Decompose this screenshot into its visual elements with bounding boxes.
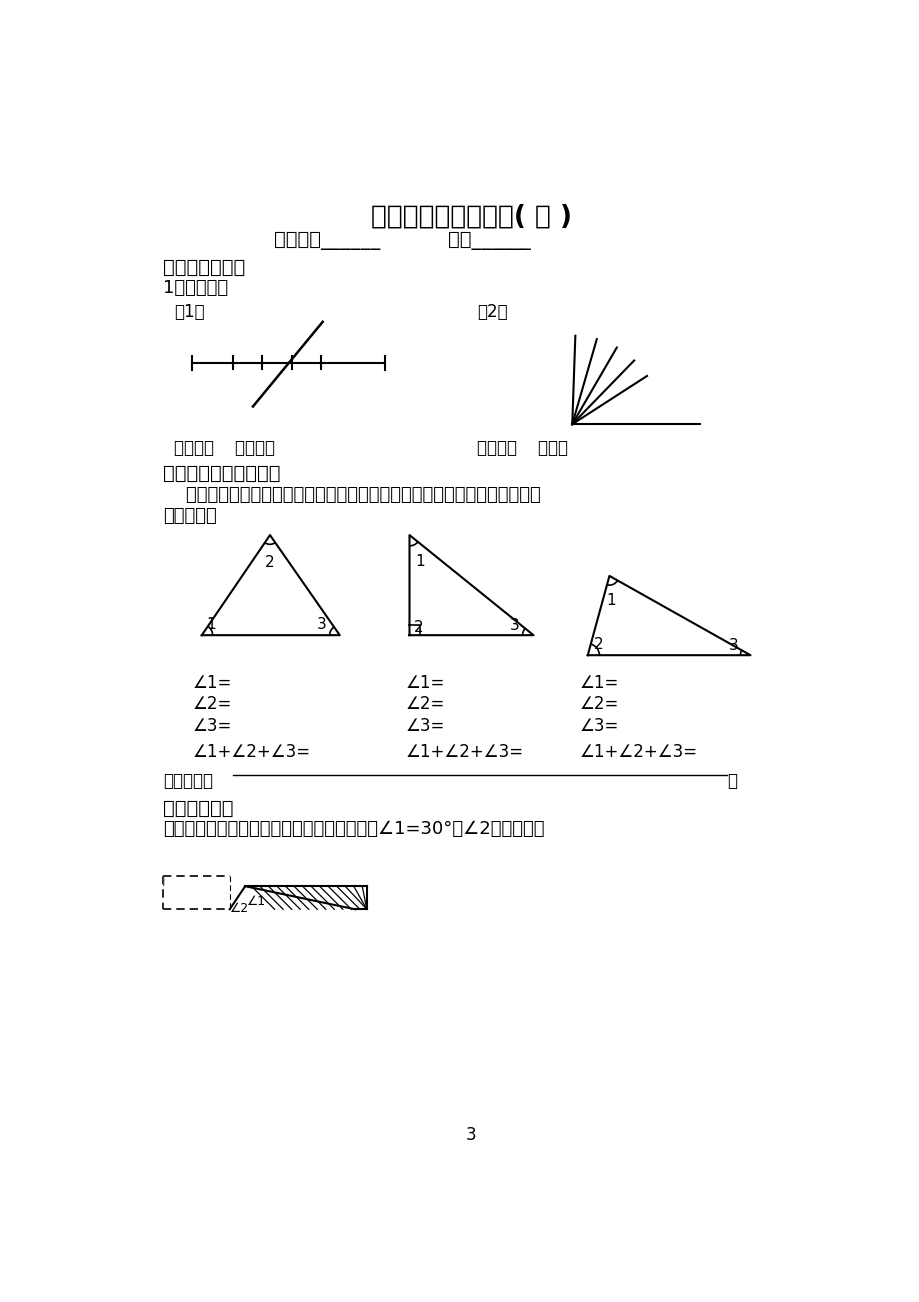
Text: 一、智力冲浪！: 一、智力冲浪！ [163,258,245,277]
Text: ∠1+∠2+∠3=: ∠1+∠2+∠3= [405,743,523,760]
Text: 3: 3 [728,638,738,654]
Text: 1: 1 [206,617,216,631]
Text: 四年级数学培优试题( 三 ): 四年级数学培优试题( 三 ) [370,204,572,230]
Text: 二、我会想。: 二、我会想。 [163,799,233,818]
Text: 学生姓名______: 学生姓名______ [274,230,380,250]
Text: 下面是一张长方形纸折起来形成的图形。已知∠1=30°，∠2是多少度？: 下面是一张长方形纸折起来形成的图形。已知∠1=30°，∠2是多少度？ [163,820,544,838]
Text: 1: 1 [606,592,616,608]
Text: ∠1=: ∠1= [192,673,232,691]
Text: （1）: （1） [174,302,204,320]
Text: l: l [162,876,165,889]
Text: ∠1=: ∠1= [579,673,618,691]
Text: 3: 3 [316,617,326,631]
Text: ∠3=: ∠3= [192,717,232,734]
Text: 二、动手做，动脑想。: 二、动手做，动脑想。 [163,465,280,483]
Text: 3: 3 [466,1126,476,1144]
Text: ∠2=: ∠2= [405,695,445,713]
Text: 。: 。 [726,772,736,790]
Text: 一共有（    ）个角: 一共有（ ）个角 [476,439,567,457]
Text: 用量角器量出每个三角形中角的度数，再求出三个角的度数之和。你能发现: 用量角器量出每个三角形中角的度数，再求出三个角的度数之和。你能发现 [163,486,540,504]
Text: 我的发现：: 我的发现： [163,772,213,790]
Text: ∠1: ∠1 [246,896,266,909]
Text: 3: 3 [510,618,519,633]
Text: 什么规律？: 什么规律？ [163,506,217,525]
Text: ∠2=: ∠2= [192,695,232,713]
Text: ∠3=: ∠3= [579,717,618,734]
Text: ∠1+∠2+∠3=: ∠1+∠2+∠3= [579,743,698,760]
Text: ∠3=: ∠3= [405,717,445,734]
Text: ∠2=: ∠2= [579,695,618,713]
Text: （2）: （2） [476,302,507,320]
Text: 分数______: 分数______ [448,230,530,250]
Text: 1、数一数。: 1、数一数。 [163,280,228,297]
Text: ∠1+∠2+∠3=: ∠1+∠2+∠3= [192,743,311,760]
Text: 1: 1 [414,553,424,569]
Text: ∠1=: ∠1= [405,673,445,691]
Text: 2: 2 [414,620,424,635]
Text: 2: 2 [265,555,274,570]
Text: 一共有（    ）条线段: 一共有（ ）条线段 [174,439,275,457]
Text: 2: 2 [594,637,603,652]
Text: ∠2: ∠2 [230,901,248,914]
